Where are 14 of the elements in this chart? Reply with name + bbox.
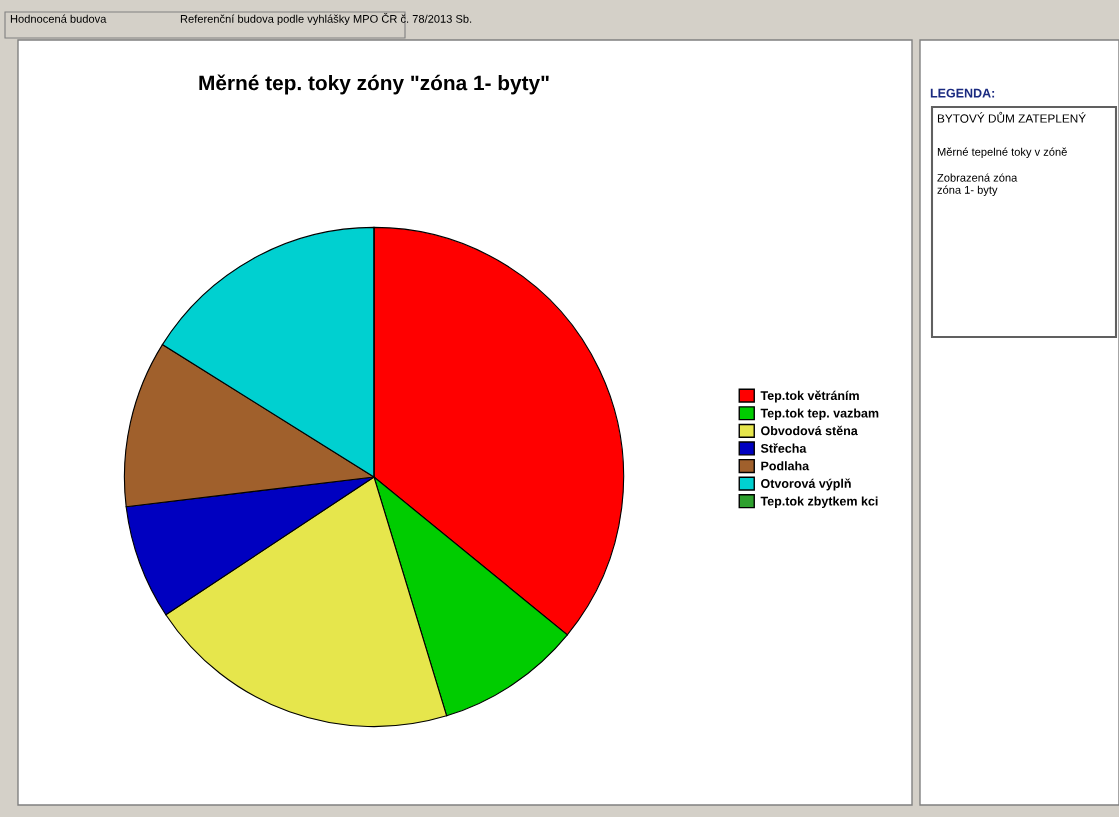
text: Hodnocená budova [10,14,107,23]
text: BYTOVÝ DŮM ZATEPLENÝ [937,111,1086,123]
legend-label: Tep.tok větráním [760,390,859,403]
text: Měrné tepelné toky v zóně [937,147,1067,158]
text: Referenční budova podle vyhlášky MPO ČR č. 78/2013 Sb. [180,12,472,25]
legend-label: Otvorová výplň [761,478,851,491]
legend-label: Tep.tok tep. vazbam [760,408,879,421]
text: Zobrazená zóna zóna 1- byty [937,173,1018,196]
legend-label: Střecha [760,443,807,453]
chart-title: Měrné tep. toky zóny "zóna 1- byty" [199,74,549,95]
text: LEGENDA: [930,88,995,98]
legend-label: Tep.tok zbytkem kci [760,496,878,509]
legend-label: Obvodová stěna [761,425,858,436]
legend-label: Podlaha [761,461,810,471]
